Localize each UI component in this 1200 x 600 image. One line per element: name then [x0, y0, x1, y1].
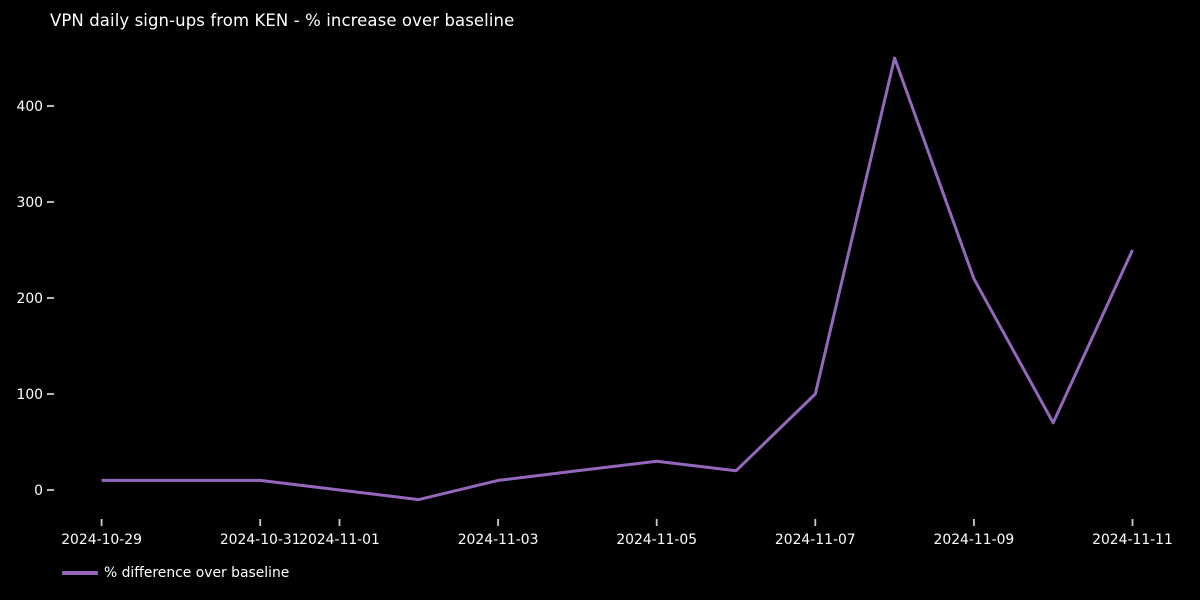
legend: % difference over baseline — [62, 565, 289, 581]
x-tick-label: 2024-11-11 — [1092, 532, 1173, 548]
x-tick-label: 2024-11-03 — [458, 532, 539, 548]
chart-title: VPN daily sign-ups from KEN - % increase… — [50, 11, 515, 30]
y-tick-label: 100 — [16, 387, 43, 403]
y-tick-label: 0 — [34, 483, 43, 499]
x-tick-label: 2024-11-05 — [616, 532, 697, 548]
legend-label: % difference over baseline — [104, 565, 290, 581]
x-tick-label: 2024-10-31 — [220, 532, 301, 548]
legend-line-swatch — [62, 571, 98, 575]
x-tick-label: 2024-11-07 — [775, 532, 856, 548]
x-tick-label: 2024-11-09 — [934, 532, 1015, 548]
y-tick-label: 300 — [16, 195, 43, 211]
x-tick-label: 2024-10-29 — [61, 532, 142, 548]
y-tick-label: 400 — [16, 99, 43, 115]
data-line-percent-difference — [101, 56, 1134, 502]
y-tick-label: 200 — [16, 291, 43, 307]
x-tick-label: 2024-11-01 — [299, 532, 380, 548]
